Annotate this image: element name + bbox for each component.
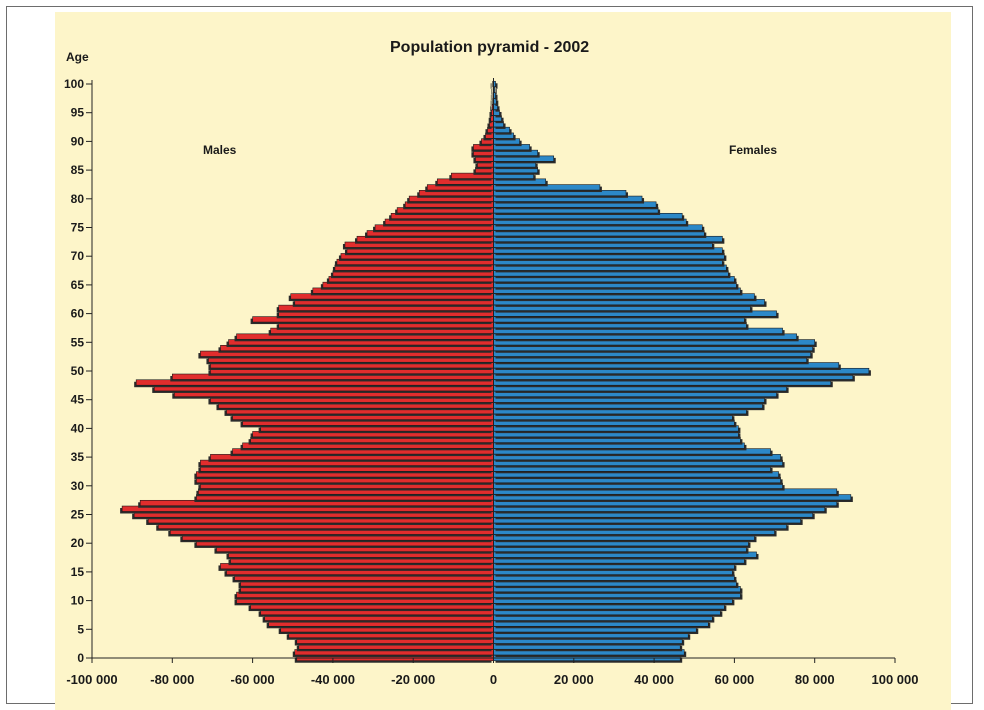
female-bar-shadow-age-100 [495, 83, 498, 89]
y-tick-label-95: 95 [71, 106, 85, 120]
x-tick-label-7: 40 000 [634, 672, 674, 687]
x-tick-label-6: 20 000 [554, 672, 594, 687]
y-tick-label-55: 55 [71, 335, 85, 349]
y-tick-label-10: 10 [71, 594, 85, 608]
y-tick-label-25: 25 [71, 508, 85, 522]
male-bar-shadow-age-97 [490, 100, 492, 106]
axes-layer: 0 5 10 15 20 25 30 35 40 45 50 55 60 65 70 75 80 85 90 95 10… [64, 77, 919, 687]
female-bar-shadow-age-99 [495, 89, 497, 95]
x-tick-label-10: 100 000 [872, 672, 919, 687]
y-tick-label-45: 45 [71, 393, 85, 407]
male-bar-shadow-age-98 [490, 94, 492, 101]
y-tick-label-0: 0 [77, 651, 84, 665]
y-axis-label: Age [66, 50, 89, 64]
male-bar-shadow-age-99 [491, 89, 492, 95]
y-tick-label-35: 35 [71, 450, 85, 464]
y-tick-label-15: 15 [71, 565, 85, 579]
x-tick-label-0: -100 000 [66, 672, 117, 687]
y-tick-label-65: 65 [71, 278, 85, 292]
x-tick-label-8: 60 000 [715, 672, 755, 687]
y-tick-label-20: 20 [71, 536, 85, 550]
y-tick-label-30: 30 [71, 479, 85, 493]
male-bar-shadow-age-96 [490, 106, 492, 112]
female-bar-shadow-age-97 [495, 100, 499, 106]
y-tick-label-80: 80 [71, 192, 85, 206]
y-tick-label-100: 100 [64, 77, 84, 91]
y-tick-label-85: 85 [71, 163, 85, 177]
x-tick-label-4: -20 000 [391, 672, 435, 687]
male-bar-shadow-age-95 [489, 111, 492, 118]
y-tick-label-90: 90 [71, 134, 85, 148]
y-tick-label-5: 5 [77, 622, 84, 636]
x-tick-label-5: 0 [490, 672, 497, 687]
legend-males: Males [203, 143, 237, 157]
y-tick-label-70: 70 [71, 249, 85, 263]
x-tick-label-2: -60 000 [231, 672, 275, 687]
male-bar-shadow-age-100 [490, 83, 492, 89]
male-bar-shadow-age-94 [488, 117, 492, 124]
y-tick-label-40: 40 [71, 421, 85, 435]
y-tick-label-60: 60 [71, 307, 85, 321]
y-tick-label-50: 50 [71, 364, 85, 378]
x-tick-label-1: -80 000 [150, 672, 194, 687]
bars-layer [120, 80, 871, 663]
legend-females: Females [729, 143, 777, 157]
female-bar-shadow-age-98 [495, 94, 498, 101]
y-tick-label-75: 75 [71, 221, 85, 235]
x-tick-label-3: -40 000 [311, 672, 355, 687]
chart-title: Population pyramid - 2002 [390, 39, 589, 56]
x-tick-label-9: 80 000 [795, 672, 835, 687]
